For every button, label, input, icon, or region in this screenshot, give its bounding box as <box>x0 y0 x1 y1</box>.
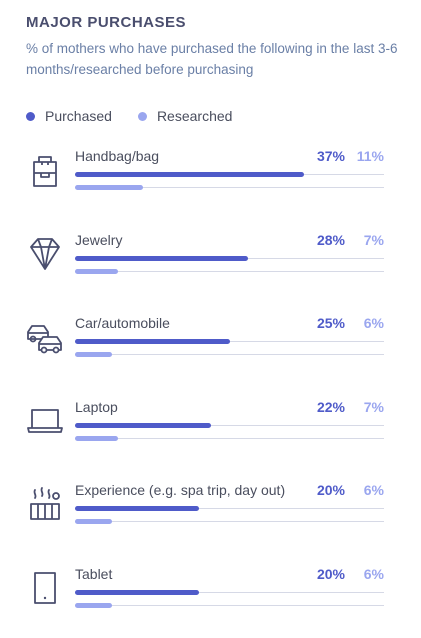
bar-row-laptop: Laptop 22% 7% <box>0 399 421 459</box>
category-label: Handbag/bag <box>75 148 160 164</box>
bar-researched <box>75 435 119 441</box>
bar-track-researched <box>75 437 384 439</box>
bar-purchased <box>75 339 230 344</box>
legend-dot-researched <box>137 111 147 121</box>
data-label-purchased: 22% <box>316 398 345 415</box>
bar-purchased <box>75 172 304 177</box>
category-label: Laptop <box>75 398 118 415</box>
cars-icon <box>25 317 65 357</box>
legend-item-purchased: Purchased <box>26 108 112 124</box>
category-label: Jewelry <box>75 231 123 248</box>
handbag-icon <box>25 150 65 190</box>
bar-track-purchased <box>75 424 384 426</box>
diamond-icon <box>25 234 65 274</box>
data-label-researched: 6% <box>363 482 384 498</box>
data-label-researched: 7% <box>363 398 384 415</box>
category-label: Experience (e.g. spa trip, day out) <box>75 482 286 498</box>
data-label-purchased: 28% <box>316 231 345 248</box>
bar-row-tablet: Tablet 20% 6% <box>0 566 421 626</box>
data-label-purchased: 37% <box>316 148 345 164</box>
legend-dot-purchased <box>26 111 35 121</box>
bar-track-purchased <box>75 341 384 342</box>
bar-track-purchased <box>75 591 384 593</box>
bar-track-purchased <box>75 508 384 509</box>
data-label-researched: 6% <box>363 315 384 331</box>
bar-row-experience: Experience (e.g. spa trip, day out) 20% 6% <box>0 482 421 542</box>
bar-track-researched <box>75 187 384 188</box>
bar-row-handbag-bag: Handbag/bag 37% 11% <box>0 148 421 208</box>
category-label: Car/automobile <box>75 315 170 331</box>
bar-purchased <box>75 589 199 595</box>
bar-purchased <box>75 255 249 261</box>
tablet-icon <box>25 568 65 608</box>
data-label-researched: 6% <box>363 565 384 582</box>
bar-researched <box>75 185 143 190</box>
category-label: Tablet <box>75 565 113 582</box>
bar-row-car-automobile: Car/automobile 25% 6% <box>0 315 421 375</box>
chart-subtitle: % of mothers who have purchased the foll… <box>26 41 398 77</box>
bar-track-researched <box>75 521 384 522</box>
bar-track-researched <box>75 270 384 272</box>
bar-purchased <box>75 422 211 428</box>
bar-researched <box>75 519 113 524</box>
data-label-purchased: 20% <box>316 565 345 582</box>
legend-label-purchased: Purchased <box>45 108 112 124</box>
bar-track-researched <box>75 354 384 355</box>
chart-title: MAJOR PURCHASES <box>26 14 187 31</box>
bar-track-researched <box>75 604 384 606</box>
laptop-icon <box>25 401 65 441</box>
data-label-researched: 7% <box>363 231 384 248</box>
data-label-purchased: 25% <box>316 315 345 331</box>
bar-purchased <box>75 506 199 511</box>
bar-researched <box>75 602 113 608</box>
spa-experience-icon <box>25 484 65 524</box>
legend-item-researched: Researched <box>137 108 233 124</box>
data-label-researched: 11% <box>356 148 384 164</box>
bar-researched <box>75 352 113 357</box>
bar-researched <box>75 268 119 274</box>
legend: Purchased Researched <box>26 108 258 124</box>
legend-label-researched: Researched <box>156 108 233 124</box>
bar-row-jewelry: Jewelry 28% 7% <box>0 232 421 292</box>
data-label-purchased: 20% <box>316 482 345 498</box>
